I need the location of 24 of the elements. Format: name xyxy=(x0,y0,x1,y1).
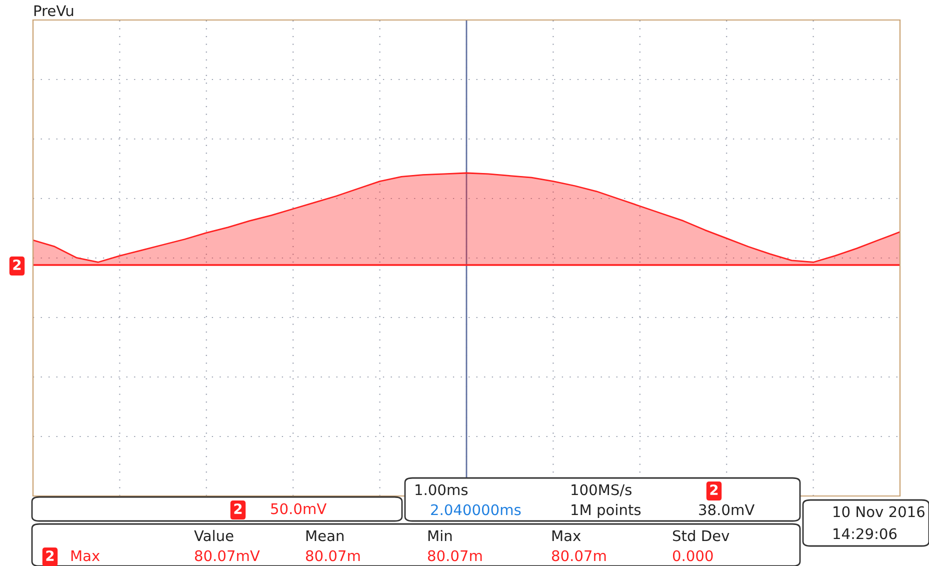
text: 1.00ms xyxy=(416,484,468,496)
text: 2 xyxy=(710,484,718,495)
text: 0.000 xyxy=(672,550,713,562)
text: PreVu xyxy=(34,5,74,16)
text: Std Dev xyxy=(672,530,730,542)
text: 50.0mV xyxy=(271,503,327,514)
text: Mean xyxy=(306,530,344,542)
text: 80.07mV xyxy=(194,550,260,562)
text: 2.040000ms xyxy=(431,504,521,516)
text: 10 Nov 2016 xyxy=(834,506,924,518)
text: 2 xyxy=(13,260,21,270)
text: 80.07m xyxy=(428,550,482,562)
text: Max xyxy=(71,550,100,562)
text: Max xyxy=(552,530,581,542)
text: 100MS/s xyxy=(572,484,632,496)
text: Value xyxy=(194,530,234,542)
text: 1M points xyxy=(572,504,641,518)
text: 80.07m xyxy=(552,550,606,562)
text: 38.0mV xyxy=(699,504,755,516)
text: 2 xyxy=(234,504,242,514)
text: 80.07m xyxy=(306,550,360,562)
text: Min xyxy=(428,530,452,542)
text: 14:29:06 xyxy=(834,528,897,540)
text: 2 xyxy=(46,550,54,561)
